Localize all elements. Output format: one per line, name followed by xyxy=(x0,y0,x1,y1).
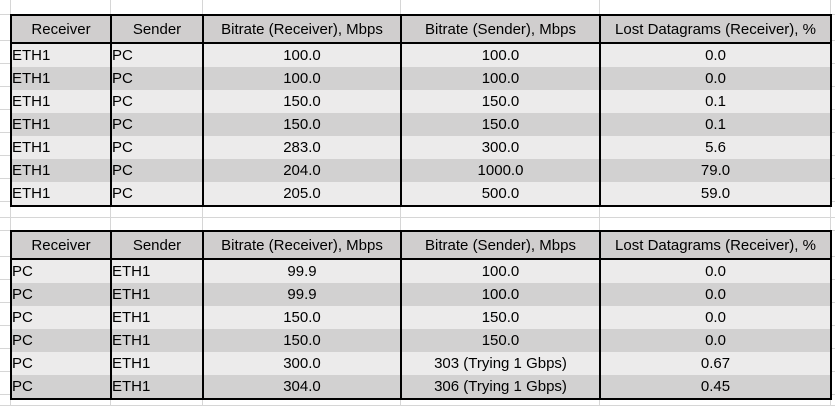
cell[interactable]: 283.0 xyxy=(202,136,402,159)
table-row: PC ETH1 300.0 303 (Trying 1 Gbps) 0.67 xyxy=(10,352,832,375)
cell[interactable]: ETH1 xyxy=(110,283,204,306)
cell[interactable]: ETH1 xyxy=(110,306,204,329)
table-row: ETH1 PC 205.0 500.0 59.0 xyxy=(10,182,832,207)
cell[interactable]: 59.0 xyxy=(599,182,832,207)
cell[interactable]: PC xyxy=(10,329,112,352)
cell[interactable]: PC xyxy=(110,90,204,113)
cell[interactable]: 0.0 xyxy=(599,329,832,352)
cell[interactable]: ETH1 xyxy=(110,375,204,400)
table-row: ETH1 PC 150.0 150.0 0.1 xyxy=(10,90,832,113)
cell[interactable]: 300.0 xyxy=(202,352,402,375)
cell[interactable]: 304.0 xyxy=(202,375,402,400)
table-row: ETH1 PC 204.0 1000.0 79.0 xyxy=(10,159,832,182)
cell[interactable]: 99.9 xyxy=(202,259,402,283)
cell[interactable]: ETH1 xyxy=(10,90,112,113)
pc-receiver-results-table: Receiver Sender Bitrate (Receiver), Mbps Bi… xyxy=(10,230,832,400)
table-row: PC ETH1 99.9 100.0 0.0 xyxy=(10,283,832,306)
table-row: ETH1 PC 100.0 100.0 0.0 xyxy=(10,43,832,67)
column-header-receiver[interactable]: Receiver xyxy=(10,230,112,260)
cell[interactable]: 0.0 xyxy=(599,306,832,329)
cell[interactable]: PC xyxy=(110,113,204,136)
cell[interactable]: 100.0 xyxy=(400,67,601,90)
cell[interactable]: PC xyxy=(10,283,112,306)
cell[interactable]: 0.45 xyxy=(599,375,832,400)
cell[interactable]: 306 (Trying 1 Gbps) xyxy=(400,375,601,400)
cell[interactable]: 79.0 xyxy=(599,159,832,182)
cell[interactable]: PC xyxy=(110,136,204,159)
cell[interactable]: PC xyxy=(10,375,112,400)
cell[interactable]: ETH1 xyxy=(110,329,204,352)
cell[interactable]: 0.0 xyxy=(599,259,832,283)
cell[interactable]: 303 (Trying 1 Gbps) xyxy=(400,352,601,375)
cell[interactable]: 1000.0 xyxy=(400,159,601,182)
table-row: PC ETH1 150.0 150.0 0.0 xyxy=(10,306,832,329)
cell[interactable]: 100.0 xyxy=(202,67,402,90)
column-header-bitrate-receiver-mbps[interactable]: Bitrate (Receiver), Mbps xyxy=(202,14,402,44)
cell[interactable]: 100.0 xyxy=(400,259,601,283)
cell[interactable]: 0.67 xyxy=(599,352,832,375)
cell[interactable]: ETH1 xyxy=(10,113,112,136)
cell[interactable]: 100.0 xyxy=(400,283,601,306)
cell[interactable]: 0.0 xyxy=(599,67,832,90)
header-row: Receiver Sender Bitrate (Receiver), Mbps Bi… xyxy=(10,230,832,260)
cell[interactable]: PC xyxy=(110,43,204,67)
cell[interactable]: 150.0 xyxy=(400,306,601,329)
cell[interactable]: ETH1 xyxy=(10,182,112,207)
cell[interactable]: PC xyxy=(110,182,204,207)
gridline-horizontal xyxy=(0,217,835,218)
column-header-bitrate-sender-mbps[interactable]: Bitrate (Sender), Mbps xyxy=(400,230,601,260)
table-row: PC ETH1 150.0 150.0 0.0 xyxy=(10,329,832,352)
column-header-receiver[interactable]: Receiver xyxy=(10,14,112,44)
header-row: Receiver Sender Bitrate (Receiver), Mbps Bi… xyxy=(10,14,832,44)
cell[interactable]: 500.0 xyxy=(400,182,601,207)
cell[interactable]: 150.0 xyxy=(202,113,402,136)
column-header-lost-datagrams-receiver[interactable]: Lost Datagrams (Receiver), % xyxy=(599,14,832,44)
cell[interactable]: PC xyxy=(10,306,112,329)
table-row: ETH1 PC 150.0 150.0 0.1 xyxy=(10,113,832,136)
cell[interactable]: 100.0 xyxy=(202,43,402,67)
table-row: ETH1 PC 100.0 100.0 0.0 xyxy=(10,67,832,90)
cell[interactable]: ETH1 xyxy=(10,136,112,159)
eth1-receiver-results-table: Receiver Sender Bitrate (Receiver), Mbps Bi… xyxy=(10,14,832,207)
cell[interactable]: 204.0 xyxy=(202,159,402,182)
cell[interactable]: 5.6 xyxy=(599,136,832,159)
table-row: ETH1 PC 283.0 300.0 5.6 xyxy=(10,136,832,159)
cell[interactable]: ETH1 xyxy=(110,352,204,375)
cell[interactable]: PC xyxy=(110,67,204,90)
cell[interactable]: PC xyxy=(10,352,112,375)
cell[interactable]: ETH1 xyxy=(10,159,112,182)
cell[interactable]: 150.0 xyxy=(400,329,601,352)
cell[interactable]: ETH1 xyxy=(10,67,112,90)
column-header-lost-datagrams-receiver[interactable]: Lost Datagrams (Receiver), % xyxy=(599,230,832,260)
cell[interactable]: 205.0 xyxy=(202,182,402,207)
cell[interactable]: 150.0 xyxy=(400,113,601,136)
cell[interactable]: 0.0 xyxy=(599,283,832,306)
column-header-sender[interactable]: Sender xyxy=(110,230,204,260)
cell[interactable]: 150.0 xyxy=(400,90,601,113)
cell[interactable]: 0.0 xyxy=(599,43,832,67)
cell[interactable]: 300.0 xyxy=(400,136,601,159)
column-header-sender[interactable]: Sender xyxy=(110,14,204,44)
cell[interactable]: ETH1 xyxy=(10,43,112,67)
cell[interactable]: 100.0 xyxy=(400,43,601,67)
cell[interactable]: 0.1 xyxy=(599,113,832,136)
cell[interactable]: ETH1 xyxy=(110,259,204,283)
cell[interactable]: 150.0 xyxy=(202,90,402,113)
cell[interactable]: 0.1 xyxy=(599,90,832,113)
cell[interactable]: 150.0 xyxy=(202,329,402,352)
column-header-bitrate-sender-mbps[interactable]: Bitrate (Sender), Mbps xyxy=(400,14,601,44)
table-row: PC ETH1 304.0 306 (Trying 1 Gbps) 0.45 xyxy=(10,375,832,400)
cell[interactable]: PC xyxy=(10,259,112,283)
cell[interactable]: 150.0 xyxy=(202,306,402,329)
cell[interactable]: 99.9 xyxy=(202,283,402,306)
table-row: PC ETH1 99.9 100.0 0.0 xyxy=(10,259,832,283)
column-header-bitrate-receiver-mbps[interactable]: Bitrate (Receiver), Mbps xyxy=(202,230,402,260)
cell[interactable]: PC xyxy=(110,159,204,182)
